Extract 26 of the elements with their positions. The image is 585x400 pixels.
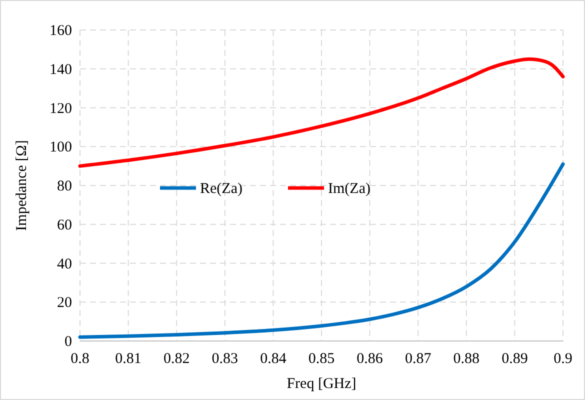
y-tick-label: 160 [50, 23, 72, 39]
x-tick-label: 0.81 [115, 351, 142, 367]
y-tick-label: 100 [50, 140, 72, 156]
x-tick-label: 0.84 [260, 351, 287, 367]
y-tick-label: 80 [57, 178, 72, 194]
legend-label: Re(Za) [200, 181, 242, 197]
x-tick-label: 0.85 [308, 351, 335, 367]
y-tick-label: 140 [50, 62, 72, 78]
x-tick-label: 0.89 [502, 351, 528, 367]
x-axis-title: Freq [GHz] [286, 376, 356, 392]
x-tick-label: 0.86 [356, 351, 384, 367]
y-tick-label: 40 [57, 256, 72, 272]
line-series [78, 57, 565, 168]
x-tick-label: 0.82 [163, 351, 190, 367]
line-series [78, 162, 565, 339]
legend-label: Im(Za) [328, 181, 370, 197]
x-tick-label: 0.8 [70, 351, 90, 367]
x-tick-label: 0.83 [212, 351, 238, 367]
y-tick-label: 120 [50, 100, 72, 117]
x-tick-label: 0.9 [554, 351, 572, 367]
x-tick-label: 0.87 [404, 351, 432, 367]
y-tick-label: 20 [57, 295, 72, 312]
x-tick-label: 0.88 [453, 351, 480, 367]
y-axis-title: Impedance [Ω] [14, 140, 30, 231]
y-tick-label: 60 [57, 217, 72, 234]
y-tick-label: 0 [64, 334, 72, 350]
